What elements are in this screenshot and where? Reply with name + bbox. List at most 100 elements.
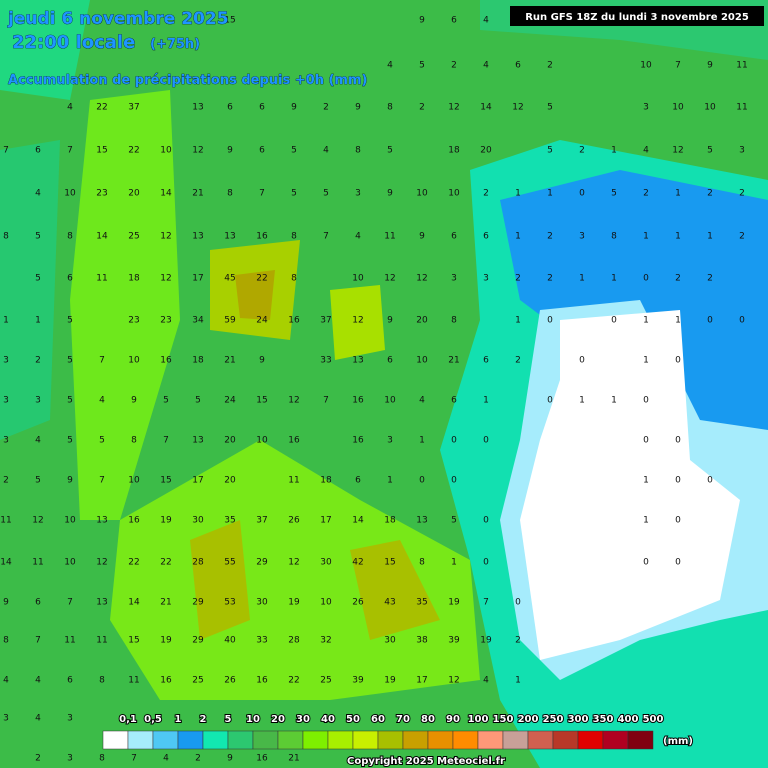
grid-value: 30 [256,598,268,608]
grid-value: 2 [483,189,489,199]
grid-value: 9 [227,146,233,156]
grid-value: 1 [483,396,489,406]
grid-value: 9 [387,316,393,326]
grid-value: 2 [739,189,745,199]
grid-value: 4 [643,146,649,156]
grid-value: 18 [128,274,140,284]
grid-value: 8 [131,436,137,446]
grid-value: 8 [387,103,393,113]
grid-value: 20 [224,436,236,446]
grid-value: 2 [707,274,713,284]
grid-value: 9 [291,103,297,113]
grid-value: 26 [352,598,364,608]
grid-value: 6 [515,61,521,71]
grid-value: 8 [451,316,457,326]
grid-value: 16 [288,316,300,326]
field [350,540,440,640]
grid-value: 0 [643,558,649,568]
grid-value: 0 [707,476,713,486]
grid-value: 0 [579,356,585,366]
grid-value: 12 [384,274,395,284]
grid-value: 5 [451,516,457,526]
grid-value: 2 [419,103,425,113]
grid-value: 12 [32,516,43,526]
grid-value: 11 [32,558,43,568]
grid-value: 0 [483,558,489,568]
grid-value: 1 [451,558,457,568]
grid-value: 5 [99,436,105,446]
grid-value: 11 [288,476,299,486]
grid-value: 22 [160,558,171,568]
grid-value: 4 [163,754,169,764]
field [0,0,90,100]
grid-value: 4 [99,396,105,406]
field [190,520,250,640]
grid-value: 23 [128,316,139,326]
grid-value: 4 [35,676,41,686]
legend-label: 400 [618,714,639,725]
grid-value: 35 [224,516,235,526]
legend-label: 80 [421,714,435,725]
grid-value: 2 [35,356,41,366]
grid-value: 42 [352,558,363,568]
grid-value: 5 [67,356,73,366]
grid-value: 19 [160,516,172,526]
grid-value: 17 [192,274,203,284]
legend-label: 100 [468,714,489,725]
grid-value: 24 [256,316,268,326]
grid-value: 0 [643,274,649,284]
grid-value: 24 [224,396,236,406]
grid-value: 5 [35,476,41,486]
grid-value: 3 [3,356,9,366]
legend-swatch [627,730,654,750]
grid-value: 1 [643,232,649,242]
grid-value: 21 [224,356,235,366]
grid-value: 3 [643,103,649,113]
grid-value: 8 [419,558,425,568]
grid-value: 16 [256,754,268,764]
legend-label: 10 [246,714,260,725]
grid-value: 1 [675,232,681,242]
grid-value: 9 [67,476,73,486]
legend-swatch [127,730,154,750]
grid-value: 8 [3,232,9,242]
grid-value: 39 [352,676,364,686]
grid-value: 30 [320,558,332,568]
grid-value: 45 [224,274,235,284]
grid-value: 5 [67,316,73,326]
grid-value: 11 [384,232,395,242]
legend-label: 20 [271,714,285,725]
grid-value: 1 [419,436,425,446]
grid-value: 16 [128,516,140,526]
grid-value: 5 [67,436,73,446]
field [70,90,180,520]
grid-value: 5 [611,189,617,199]
grid-value: 21 [448,356,459,366]
grid-value: 37 [256,516,267,526]
grid-value: 6 [387,356,393,366]
grid-value: 29 [192,598,204,608]
grid-value: 2 [547,61,553,71]
grid-value: 2 [515,356,521,366]
grid-value: 2 [547,232,553,242]
grid-value: 0 [547,316,553,326]
grid-value: 18 [384,516,396,526]
grid-value: 10 [256,436,268,446]
grid-value: 11 [736,103,747,113]
grid-value: 13 [96,598,107,608]
grid-value: 1 [643,476,649,486]
grid-value: 20 [480,146,492,156]
grid-value: 7 [99,476,105,486]
grid-value: 12 [448,103,459,113]
grid-value: 3 [67,714,73,724]
grid-value: 5 [323,189,329,199]
grid-value: 8 [99,676,105,686]
lead-time: (+75h) [150,37,200,52]
grid-value: 30 [384,636,396,646]
grid-value: 0 [675,558,681,568]
legend-label: 90 [446,714,460,725]
legend-swatch [327,730,354,750]
grid-value: 39 [448,636,460,646]
grid-value: 12 [416,274,427,284]
